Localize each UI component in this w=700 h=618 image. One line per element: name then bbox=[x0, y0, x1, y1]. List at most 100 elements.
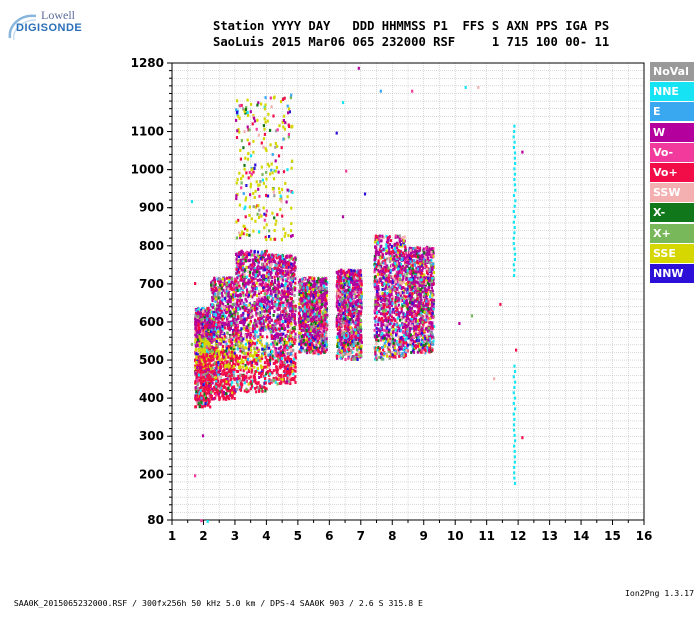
echo-point bbox=[229, 311, 231, 314]
echo-point bbox=[281, 284, 283, 287]
echo-point bbox=[316, 280, 318, 283]
echo-point bbox=[324, 311, 326, 314]
echo-point bbox=[208, 400, 210, 403]
echo-point bbox=[203, 399, 205, 402]
echo-point bbox=[312, 307, 314, 310]
echo-point bbox=[237, 264, 239, 267]
echo-point bbox=[260, 329, 262, 332]
echo-point bbox=[254, 387, 256, 390]
echo-point bbox=[290, 367, 292, 370]
echo-point bbox=[257, 367, 259, 370]
echo-point bbox=[257, 279, 259, 282]
echo-point bbox=[321, 334, 323, 337]
echo-point bbox=[318, 283, 320, 286]
echo-point bbox=[223, 356, 225, 359]
echo-point bbox=[243, 303, 245, 306]
echo-point bbox=[236, 289, 238, 292]
echo-point bbox=[223, 391, 225, 394]
echo-point bbox=[280, 298, 282, 301]
echo-point bbox=[293, 264, 295, 267]
echo-point bbox=[210, 398, 212, 401]
echo-point bbox=[271, 335, 273, 338]
echo-point bbox=[230, 394, 232, 397]
echo-point bbox=[239, 344, 241, 347]
echo-point bbox=[276, 321, 278, 324]
echo-point bbox=[202, 371, 204, 374]
echo-point bbox=[221, 358, 223, 361]
echo-point bbox=[280, 324, 282, 327]
echo-point bbox=[288, 380, 290, 383]
echo-point bbox=[291, 257, 293, 260]
echo-point bbox=[321, 280, 323, 283]
echo-point bbox=[325, 334, 327, 337]
echo-point bbox=[259, 303, 261, 306]
echo-point bbox=[326, 337, 328, 340]
echo-point bbox=[200, 312, 202, 315]
echo-point bbox=[211, 346, 213, 349]
echo-point bbox=[204, 319, 206, 322]
x-tick-label: 16 bbox=[636, 529, 653, 543]
echo-point bbox=[249, 336, 251, 339]
echo-point bbox=[273, 350, 275, 353]
echo-point bbox=[260, 257, 262, 260]
echo-point bbox=[279, 277, 281, 280]
echo-point bbox=[279, 361, 281, 364]
echo-point bbox=[285, 266, 287, 269]
echo-point bbox=[322, 341, 324, 344]
echo-point bbox=[239, 293, 241, 296]
echo-point bbox=[241, 306, 243, 309]
echo-point bbox=[301, 335, 303, 338]
echo-point bbox=[325, 292, 327, 295]
echo-point bbox=[279, 315, 281, 318]
echo-point bbox=[269, 373, 271, 376]
echo-point bbox=[271, 254, 273, 257]
echo-point bbox=[279, 352, 281, 355]
echo-point bbox=[304, 333, 306, 336]
echo-point bbox=[228, 280, 230, 283]
echo-point bbox=[306, 305, 308, 308]
echo-point bbox=[243, 323, 245, 326]
echo-point bbox=[310, 310, 312, 313]
echo-point bbox=[246, 335, 248, 338]
echo-point bbox=[304, 300, 306, 303]
echo-point bbox=[299, 286, 301, 289]
echo-point bbox=[196, 366, 198, 369]
echo-point bbox=[240, 275, 242, 278]
echo-point bbox=[313, 325, 315, 328]
echo-point bbox=[291, 331, 293, 334]
echo-point bbox=[239, 289, 241, 292]
echo-point bbox=[263, 386, 265, 389]
echo-point bbox=[312, 284, 314, 287]
echo-point bbox=[234, 388, 236, 391]
echo-point bbox=[313, 277, 315, 280]
echo-point bbox=[257, 335, 259, 338]
echo-point bbox=[282, 378, 284, 381]
x-tick-label: 6 bbox=[325, 529, 333, 543]
echo-point bbox=[223, 340, 225, 343]
echo-point bbox=[227, 363, 229, 366]
echo-point bbox=[231, 381, 233, 384]
echo-point bbox=[292, 373, 294, 376]
echo-point bbox=[247, 270, 249, 273]
echo-point bbox=[279, 321, 281, 324]
echo-point bbox=[211, 380, 213, 383]
echo-point bbox=[237, 324, 239, 327]
echo-point bbox=[288, 376, 290, 379]
echo-point bbox=[295, 366, 297, 369]
echo-point bbox=[298, 312, 300, 315]
echo-point bbox=[195, 361, 197, 364]
echo-point bbox=[287, 287, 289, 290]
echo-point bbox=[239, 373, 241, 376]
echo-point bbox=[239, 262, 241, 265]
echo-point bbox=[287, 322, 289, 325]
echo-point bbox=[262, 276, 264, 279]
echo-point bbox=[197, 383, 199, 386]
echo-point bbox=[265, 275, 267, 278]
x-tick-label: 13 bbox=[541, 529, 558, 543]
echo-point bbox=[325, 322, 327, 325]
echo-point bbox=[262, 266, 264, 269]
echo-point bbox=[289, 370, 291, 373]
echo-point bbox=[306, 286, 308, 289]
y-tick-label: 700 bbox=[139, 277, 164, 291]
echo-point bbox=[304, 349, 306, 352]
